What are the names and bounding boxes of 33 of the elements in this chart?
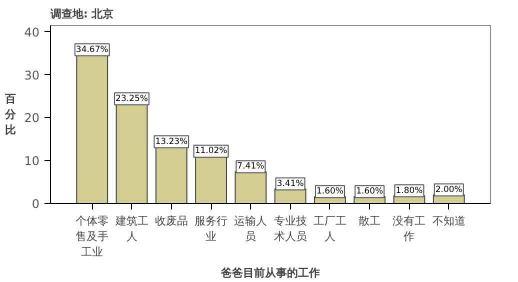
x-tick-label: 运输人员 (234, 214, 268, 244)
data-label: 34.67% (76, 44, 108, 55)
data-label: 13.23% (155, 136, 188, 147)
data-label: 2.00% (435, 184, 462, 195)
x-tick-label: 收废品 (154, 214, 188, 228)
y-tick-label: 40 (24, 25, 40, 40)
data-label: 1.80% (396, 186, 423, 196)
data-label: 1.60% (356, 186, 384, 197)
x-tick-label: 服务行业 (194, 214, 228, 244)
x-tick-label: 建筑工人 (114, 214, 148, 244)
x-tick-label: 不知道 (432, 214, 466, 228)
bar (76, 54, 108, 204)
bar (195, 156, 227, 204)
y-tick-label: 20 (24, 111, 40, 126)
x-tick-label: 个体零售及手工业 (76, 214, 109, 259)
data-label: 7.41% (237, 162, 264, 172)
y-tick-label: 10 (24, 154, 40, 168)
chart-title: 调查地: 北京 (50, 8, 114, 20)
x-axis-title: 爸爸目前从事的工作 (220, 266, 320, 280)
bar (234, 171, 267, 204)
bar (116, 103, 148, 204)
x-tick-label: 专业技术人员 (274, 214, 307, 244)
bar (155, 146, 188, 204)
y-tick-label: 30 (24, 68, 40, 82)
data-label: 11.02% (194, 146, 228, 156)
data-label: 23.25% (116, 94, 148, 104)
y-axis-title: 百分比 (4, 92, 18, 137)
x-tick-label: 散工 (358, 214, 381, 228)
x-tick-label: 没有工作 (392, 214, 426, 244)
data-label: 1.60% (316, 186, 344, 197)
data-label: 3.41% (276, 178, 304, 189)
y-tick-label: 0 (32, 197, 40, 211)
x-tick-label: 工厂工人 (313, 214, 346, 244)
